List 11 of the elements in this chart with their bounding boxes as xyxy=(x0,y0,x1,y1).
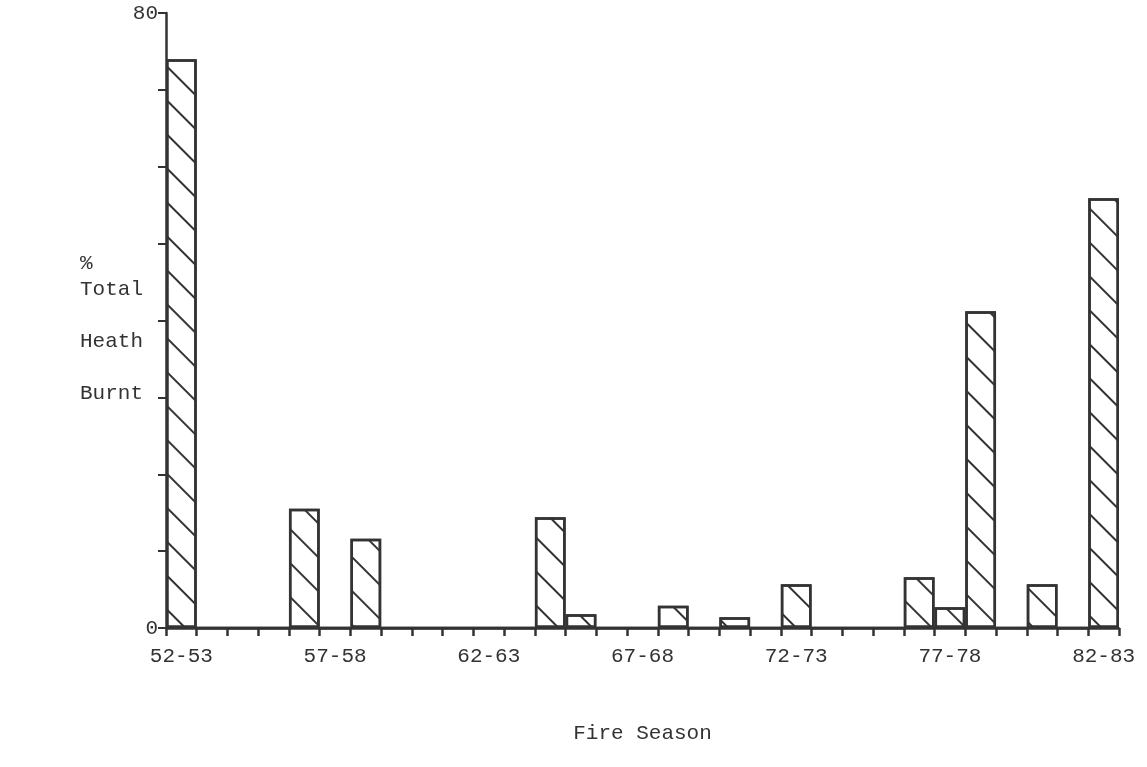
y-tick-label: 0 xyxy=(145,616,158,640)
x-tick-label: 72-73 xyxy=(764,645,828,668)
x-tick-label: 57-58 xyxy=(303,645,367,668)
x-tick-label: 62-63 xyxy=(457,645,521,668)
x-tick-label: 52-53 xyxy=(149,645,213,668)
text: % Total Heath Burnt xyxy=(80,251,144,405)
x-tick-label: 82-83 xyxy=(1072,645,1136,668)
y-tick-label: 80 xyxy=(132,1,158,25)
x-tick-label: 67-68 xyxy=(610,645,675,668)
x-tick-label: 77-78 xyxy=(918,645,982,668)
x-axis-title: Fire Season xyxy=(573,722,712,745)
